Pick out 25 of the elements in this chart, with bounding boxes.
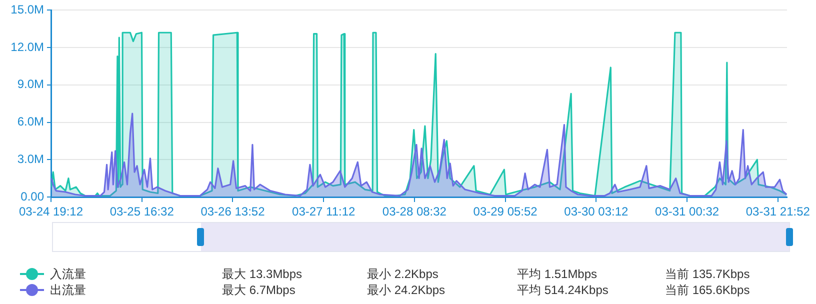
text: 当前 135.7Kbps <box>665 266 751 282</box>
text: 平均 514.24Kbps <box>517 282 610 298</box>
legend-label: 入流量 <box>50 266 86 282</box>
text: 最小 24.2Kbps <box>367 282 446 298</box>
x-tick-label: 03-26 13:52 <box>200 204 266 219</box>
x-tick-label: 03-28 08:32 <box>382 204 447 219</box>
y-tick-label: 6.0M <box>17 114 44 129</box>
x-tick-label: 03-31 21:52 <box>746 204 810 219</box>
y-tick-label: 15.0M <box>10 2 44 17</box>
text: 最大 13.3Mbps <box>222 266 304 282</box>
text: 平均 1.51Mbps <box>517 266 598 282</box>
x-tick-label: 03-29 05:52 <box>473 204 538 219</box>
y-tick-label: 12.0M <box>10 40 44 54</box>
y-tick-label: 9.0M <box>17 77 44 92</box>
y-tick-label: 0.00 <box>20 189 44 204</box>
text: 当前 165.6Kbps <box>665 282 751 298</box>
y-tick-label: 3.0M <box>17 152 44 166</box>
text: 最小 2.2Kbps <box>367 266 440 282</box>
x-tick-label: 03-27 11:12 <box>292 204 356 219</box>
x-tick-label: 03-31 00:32 <box>655 204 720 219</box>
x-tick-label: 03-25 16:32 <box>110 204 174 219</box>
x-tick-label: 03-30 03:12 <box>564 204 629 219</box>
x-tick-label: 03-24 19:12 <box>18 204 84 219</box>
text: 最大 6.7Mbps <box>222 282 296 298</box>
legend-label: 出流量 <box>50 282 86 298</box>
